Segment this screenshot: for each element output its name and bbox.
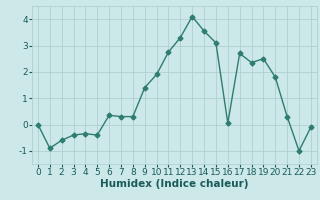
X-axis label: Humidex (Indice chaleur): Humidex (Indice chaleur) (100, 179, 249, 189)
